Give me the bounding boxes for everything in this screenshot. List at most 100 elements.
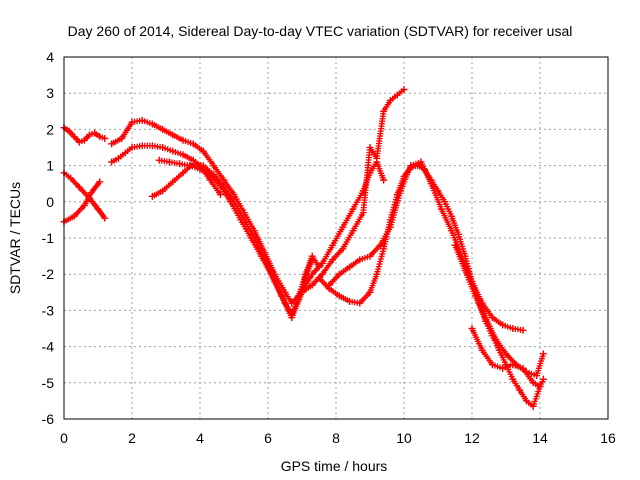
data-point <box>91 129 99 137</box>
series-arc-8 <box>298 86 408 296</box>
data-point <box>427 180 435 188</box>
data-point <box>339 223 347 231</box>
data-point <box>380 245 388 253</box>
data-point <box>159 144 167 151</box>
x-tick-label: 6 <box>264 430 272 446</box>
data-point <box>308 252 316 260</box>
data-point <box>179 169 187 177</box>
data-point <box>138 116 146 124</box>
data-point <box>519 326 527 334</box>
data-point <box>257 252 265 260</box>
y-tick-label: 2 <box>46 121 54 137</box>
data-point <box>67 174 75 182</box>
data-point <box>356 299 364 307</box>
data-point <box>315 274 323 282</box>
data-point <box>301 270 309 278</box>
x-tick-label: 16 <box>600 430 616 446</box>
data-point <box>75 138 83 146</box>
data-point <box>441 198 449 206</box>
data-point <box>346 263 354 271</box>
data-point <box>386 96 394 104</box>
x-axis-label: GPS time / hours <box>281 458 388 474</box>
data-point <box>237 216 245 224</box>
data-point <box>380 107 388 115</box>
data-point <box>298 288 306 296</box>
data-point <box>451 241 459 249</box>
data-point <box>366 288 374 296</box>
x-tick-label: 8 <box>332 430 340 446</box>
data-point <box>437 205 445 213</box>
plot-frame <box>63 56 609 420</box>
data-point <box>267 270 275 278</box>
data-point <box>359 209 367 217</box>
data-point <box>376 241 384 249</box>
data-point <box>159 187 167 195</box>
data-point <box>75 183 83 191</box>
data-point <box>278 292 286 300</box>
data-point <box>179 151 187 159</box>
data-point <box>529 402 537 410</box>
data-point <box>70 212 78 220</box>
data-point <box>454 230 462 238</box>
data-point <box>199 147 207 155</box>
data-point <box>247 234 255 242</box>
data-point <box>499 364 507 372</box>
x-tick-label: 2 <box>128 430 136 446</box>
data-point <box>482 314 490 322</box>
data-point <box>536 382 544 390</box>
data-point <box>539 375 547 383</box>
x-tick-label: 0 <box>60 430 68 446</box>
series-layer <box>60 86 547 410</box>
data-point <box>86 131 93 139</box>
data-point <box>176 160 184 168</box>
data-point <box>461 267 469 275</box>
data-point <box>210 162 218 170</box>
x-tick-label: 10 <box>396 430 412 446</box>
y-tick-label: 3 <box>46 85 54 101</box>
series-markers <box>326 158 526 334</box>
data-point <box>386 223 394 231</box>
data-point <box>114 154 122 162</box>
data-point <box>87 189 95 197</box>
data-point <box>148 142 156 150</box>
data-point <box>196 165 204 173</box>
data-point <box>509 325 517 332</box>
series-markers <box>61 169 108 222</box>
data-point <box>366 144 374 151</box>
series-arc-7 <box>155 156 388 322</box>
data-point <box>118 134 126 142</box>
data-point <box>108 158 116 166</box>
data-point <box>155 156 163 164</box>
data-point <box>400 86 408 94</box>
data-point <box>128 118 136 126</box>
data-point <box>80 136 88 144</box>
data-point <box>529 379 537 387</box>
data-point <box>288 299 296 307</box>
data-point <box>65 127 73 135</box>
data-point <box>108 140 116 148</box>
data-point <box>227 198 235 206</box>
data-point <box>502 350 510 358</box>
y-axis-label: SDTVAR / TECUs <box>7 182 23 294</box>
y-axis-ticks: 4 3 2 1 0 -1 -2 -3 -4 -5 -6 <box>42 49 55 427</box>
data-point <box>169 178 177 186</box>
data-point <box>101 214 109 222</box>
data-point <box>159 125 167 133</box>
series-markers <box>316 162 543 410</box>
series-markers <box>156 157 387 321</box>
data-point <box>199 162 207 170</box>
y-tick-label: -4 <box>42 339 55 355</box>
data-point <box>220 176 228 184</box>
data-point <box>165 158 173 166</box>
series-line <box>152 163 320 315</box>
series-arc-1 <box>60 169 109 222</box>
data-point <box>216 191 224 199</box>
data-point <box>186 162 194 170</box>
y-tick-label: -5 <box>42 375 55 391</box>
data-point <box>509 361 517 369</box>
series-arc-12 <box>468 325 547 390</box>
x-tick-label: 4 <box>196 430 204 446</box>
data-point <box>335 270 343 278</box>
data-point <box>448 227 456 235</box>
